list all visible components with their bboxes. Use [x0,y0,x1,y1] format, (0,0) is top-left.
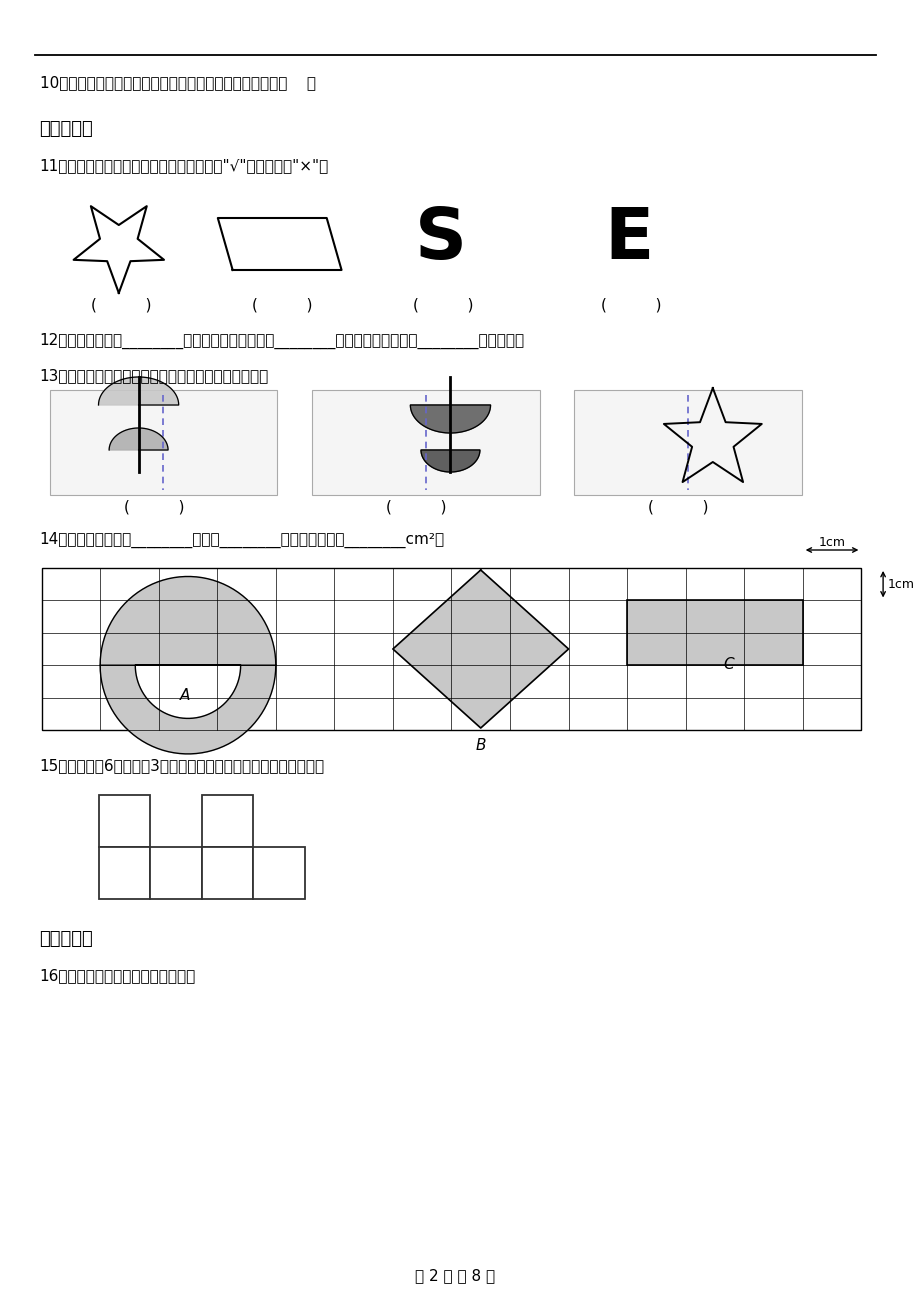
Text: (          ): ( ) [91,298,152,312]
Text: (          ): ( ) [386,500,446,516]
Text: 第 2 页 共 8 页: 第 2 页 共 8 页 [414,1268,495,1282]
Text: (          ): ( ) [413,298,473,312]
Text: (          ): ( ) [124,500,184,516]
Text: 16．画出这个轴对称图形的另一半。: 16．画出这个轴对称图形的另一半。 [40,967,196,983]
Bar [627,600,802,665]
Polygon shape [421,450,480,473]
Polygon shape [392,570,568,728]
Polygon shape [100,665,276,754]
Bar [50,391,277,495]
Text: 11．如图哪些图形是轴对称图形？（是的打"√"，不是的打"×"）: 11．如图哪些图形是轴对称图形？（是的打"√"，不是的打"×"） [40,158,328,173]
Text: 13．下面是轴对称图形的一半，猜猜整个图形是什么？: 13．下面是轴对称图形的一半，猜猜整个图形是什么？ [40,368,268,383]
Bar [99,796,151,848]
Text: C: C [723,658,733,672]
Bar [202,796,253,848]
Text: (          ): ( ) [600,298,661,312]
Text: (          ): ( ) [648,500,709,516]
Text: B: B [475,738,486,753]
Text: E: E [603,204,652,273]
Text: 10．等腰直角三角形是轴对称图形，它只有一条对称轴。（    ）: 10．等腰直角三角形是轴对称图形，它只有一条对称轴。（ ） [40,76,315,90]
Polygon shape [410,405,490,434]
Bar [99,848,151,898]
Text: (          ): ( ) [252,298,312,312]
Text: A: A [180,687,190,703]
Text: 1cm: 1cm [887,578,914,591]
Text: 15．如图，由6个边长为3厘米的小正方形拼成的图形，它的周长是: 15．如图，由6个边长为3厘米的小正方形拼成的图形，它的周长是 [40,758,324,773]
Text: 四、作图题: 四、作图题 [40,930,93,948]
Bar [202,848,253,898]
Text: S: S [414,204,466,273]
Bar [253,848,304,898]
Bar [41,568,860,730]
Text: 三、填空题: 三、填空题 [40,120,93,138]
Polygon shape [109,428,168,450]
Text: 14．如图，其中图形________和图形________面积相等，都是________cm²。: 14．如图，其中图形________和图形________面积相等，都是____… [40,533,444,548]
Bar [312,391,539,495]
Polygon shape [100,577,276,665]
Text: 12．等边三角形有________条对称轴，等腰梯形有________条对称轴，正方形有________条对称轴。: 12．等边三角形有________条对称轴，等腰梯形有________条对称轴，… [40,333,524,349]
Bar [573,391,801,495]
Text: 1cm: 1cm [818,536,845,549]
Polygon shape [98,378,178,405]
Bar [151,848,202,898]
